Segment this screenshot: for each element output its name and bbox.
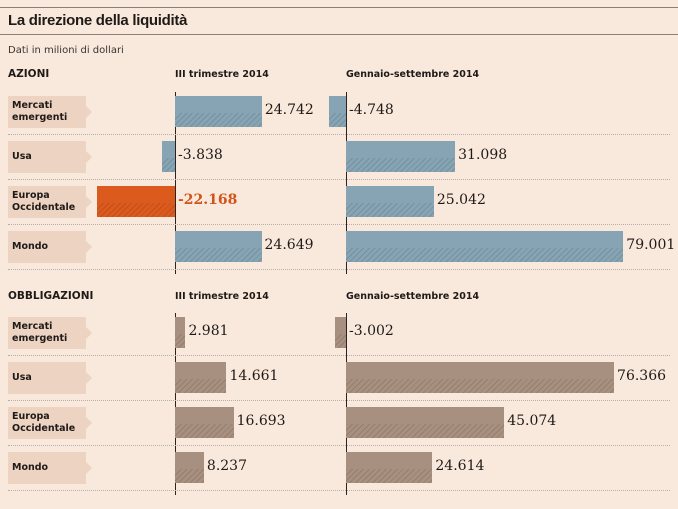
bar-hatch: [346, 469, 433, 483]
bar: [346, 452, 433, 483]
column-title: Gennaio-settembre 2014: [346, 291, 480, 302]
category-label: Europa Occidentale: [8, 186, 92, 218]
top-rule: [0, 7, 678, 8]
bar-hatch: [175, 379, 227, 393]
data-label: 14.661: [229, 368, 279, 384]
data-label: -3.838: [178, 147, 223, 163]
bar-hatch: [335, 334, 346, 348]
row-divider: [8, 134, 670, 135]
category-label-text: Europa Occidentale: [12, 411, 76, 434]
bar: [346, 141, 456, 172]
data-label: 31.098: [458, 147, 508, 163]
bar-hatch: [175, 113, 262, 127]
category-label: Mondo: [8, 231, 92, 263]
data-label: 24.614: [435, 458, 485, 474]
bar: [175, 231, 262, 262]
bar-hatch: [346, 424, 505, 438]
bar-hatch: [346, 158, 456, 172]
column-title: Gennaio-settembre 2014: [346, 69, 480, 80]
bar: [346, 407, 505, 438]
column-title: III trimestre 2014: [175, 291, 269, 302]
category-label-text: Usa: [12, 372, 32, 383]
bar: [175, 96, 262, 127]
data-label: -3.002: [349, 323, 394, 339]
category-label: Mercati emergenti: [8, 96, 92, 128]
section-title-azioni: AZIONI: [8, 68, 50, 80]
category-label: Mondo: [8, 452, 92, 484]
row-divider: [8, 224, 670, 225]
chart-title: La direzione della liquidità: [8, 12, 188, 29]
bar-hatch: [175, 424, 234, 438]
data-label: 79.001: [626, 237, 676, 253]
row-divider: [8, 400, 670, 401]
category-label-text: Mondo: [12, 462, 49, 473]
data-label: -22.168: [178, 192, 238, 208]
bar: [97, 186, 175, 217]
row-divider: [8, 490, 670, 491]
zero-axis: [174, 313, 176, 495]
bar-hatch: [175, 334, 186, 348]
data-label: 76.366: [617, 368, 667, 384]
bar-hatch: [346, 248, 624, 262]
bar-hatch: [175, 469, 204, 483]
bar: [346, 231, 624, 262]
bar: [161, 141, 175, 172]
zero-axis: [345, 92, 347, 274]
bar-hatch: [175, 248, 262, 262]
category-label-text: Usa: [12, 151, 32, 162]
data-label: 8.237: [206, 458, 247, 474]
bar-hatch: [346, 203, 434, 217]
bar: [346, 186, 434, 217]
category-label-text: Mondo: [12, 241, 49, 252]
zero-axis: [345, 313, 347, 495]
bar: [335, 317, 346, 348]
bar: [346, 362, 615, 393]
category-label: Usa: [8, 141, 92, 173]
title-rule: [0, 34, 678, 35]
bar: [175, 317, 186, 348]
category-label-text: Mercati emergenti: [12, 100, 68, 123]
zero-axis: [174, 92, 176, 274]
category-label-text: Mercati emergenti: [12, 321, 68, 344]
category-label: Mercati emergenti: [8, 317, 92, 349]
category-label: Europa Occidentale: [8, 407, 92, 439]
bar: [175, 362, 227, 393]
bar: [175, 407, 234, 438]
bar-hatch: [329, 113, 346, 127]
chart-subtitle: Dati in milioni di dollari: [8, 45, 124, 56]
data-label: 24.742: [264, 102, 314, 118]
data-label: -4.748: [349, 102, 394, 118]
data-label: 16.693: [236, 413, 286, 429]
section-title-obbligazioni: OBBLIGAZIONI: [8, 290, 94, 302]
column-title: III trimestre 2014: [175, 69, 269, 80]
data-label: 24.649: [264, 237, 314, 253]
row-divider: [8, 445, 670, 446]
data-label: 45.074: [507, 413, 557, 429]
row-divider: [8, 179, 670, 180]
bar-hatch: [161, 158, 175, 172]
bar: [175, 452, 204, 483]
row-divider: [8, 355, 670, 356]
category-label-text: Europa Occidentale: [12, 190, 76, 213]
bar-hatch: [346, 379, 615, 393]
category-label: Usa: [8, 362, 92, 394]
bar: [329, 96, 346, 127]
data-label: 25.042: [436, 192, 486, 208]
data-label: 2.981: [188, 323, 229, 339]
bar-hatch: [97, 203, 175, 217]
row-divider: [8, 269, 670, 270]
